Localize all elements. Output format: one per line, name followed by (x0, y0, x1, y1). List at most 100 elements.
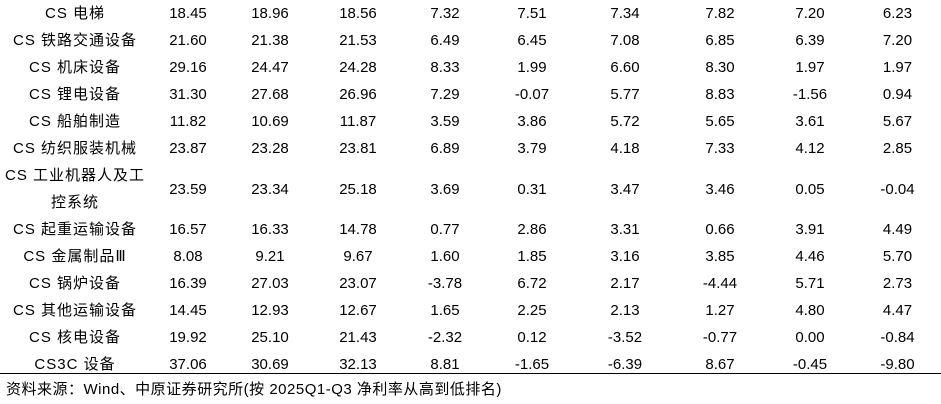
value-cell: 27.03 (251, 275, 289, 292)
value-cell: 3.86 (517, 113, 547, 130)
value-cell: 3.59 (430, 113, 460, 130)
value-cell: -0.07 (514, 86, 550, 103)
value-cell: 23.28 (251, 140, 289, 157)
value-cell: 25.10 (251, 329, 289, 346)
value-cell: 5.67 (882, 113, 913, 130)
value-cell: 32.13 (339, 356, 377, 373)
value-cell: 8.08 (173, 248, 203, 265)
value-cell: 0.00 (795, 329, 825, 346)
industry-name-cell: CS3C 设备 (34, 356, 116, 373)
value-cell: 2.13 (610, 302, 640, 319)
value-cell: 31.30 (169, 86, 207, 103)
value-cell: 29.16 (169, 59, 207, 76)
value-cell: 0.66 (705, 221, 735, 238)
value-cell: 3.16 (610, 248, 640, 265)
value-cell: -0.45 (792, 356, 828, 373)
value-cell: 6.39 (795, 32, 825, 49)
value-cell: 24.28 (339, 59, 377, 76)
value-cell: 7.34 (610, 5, 640, 22)
value-cell: 0.05 (795, 180, 825, 198)
value-cell: 18.45 (169, 5, 207, 22)
value-cell: 3.91 (795, 221, 825, 238)
value-cell: 0.12 (517, 329, 547, 346)
value-cell: 2.73 (882, 275, 913, 292)
value-cell: 4.18 (610, 140, 640, 157)
value-cell: 6.60 (610, 59, 640, 76)
value-cell: 3.47 (610, 180, 640, 198)
industry-name-cell: CS 纺织服装机械 (12, 140, 137, 157)
table-row: CS 其他运输设备 14.45 12.93 12.67 1.65 2.25 2.13 1.27… (0, 297, 941, 324)
value-cell: 23.87 (169, 140, 207, 157)
value-cell: 8.81 (430, 356, 460, 373)
value-cell: 0.77 (430, 221, 460, 238)
value-cell: 7.51 (517, 5, 547, 22)
value-cell: 37.06 (169, 356, 207, 373)
value-cell: 6.23 (882, 5, 913, 22)
value-cell: 23.59 (169, 180, 207, 198)
value-cell: 21.53 (339, 32, 377, 49)
industry-name-cell: CS 锅炉设备 (28, 275, 121, 292)
industry-name-cell: CS 机床设备 (28, 59, 121, 76)
value-cell: 1.85 (517, 248, 547, 265)
table-row: CS 工业机器人及工控系统 23.59 23.34 25.18 3.69 0.31 3.47… (0, 162, 941, 216)
table-row: CS 锅炉设备 16.39 27.03 23.07 -3.78 6.72 2.17 -4.44… (0, 270, 941, 297)
value-cell: 4.46 (795, 248, 825, 265)
value-cell: -4.44 (702, 275, 738, 292)
value-cell: 6.85 (705, 32, 735, 49)
value-cell: 5.70 (882, 248, 913, 265)
value-cell: 2.85 (882, 140, 913, 157)
value-cell: 8.30 (705, 59, 735, 76)
value-cell: 7.20 (795, 5, 825, 22)
value-cell: 1.97 (882, 59, 913, 76)
value-cell: 4.49 (882, 221, 913, 238)
value-cell: 18.96 (251, 5, 289, 22)
table-row: CS 起重运输设备 16.57 16.33 14.78 0.77 2.86 3.31 0.66… (0, 216, 941, 243)
value-cell: 11.87 (339, 113, 377, 130)
value-cell: 7.33 (705, 140, 735, 157)
value-cell: 16.39 (169, 275, 207, 292)
value-cell: 6.49 (430, 32, 460, 49)
value-cell: 5.65 (705, 113, 735, 130)
value-cell: 8.33 (430, 59, 460, 76)
value-cell: 8.83 (705, 86, 735, 103)
value-cell: 23.34 (251, 180, 289, 198)
industry-name-cell: CS 锂电设备 (28, 86, 121, 103)
value-cell: 5.72 (610, 113, 640, 130)
table-row: CS 机床设备 29.16 24.47 24.28 8.33 1.99 6.60 8.30 1.… (0, 54, 941, 81)
value-cell: 1.65 (430, 302, 460, 319)
value-cell: 16.33 (251, 221, 289, 238)
value-cell: 21.43 (339, 329, 377, 346)
industry-name-cell: CS 铁路交通设备 (12, 32, 137, 49)
table-body: CS 电梯 18.45 18.96 18.56 7.32 7.51 7.34 7.82 7.20… (0, 0, 941, 373)
value-cell: 23.81 (339, 140, 377, 157)
value-cell: 10.69 (251, 113, 289, 130)
value-cell: -0.77 (702, 329, 738, 346)
industry-margin-table: CS 电梯 18.45 18.96 18.56 7.32 7.51 7.34 7.82 7.20… (0, 0, 941, 373)
value-cell: 21.60 (169, 32, 207, 49)
table-row: CS 电梯 18.45 18.96 18.56 7.32 7.51 7.34 7.82 7.20… (0, 0, 941, 27)
value-cell: 11.82 (169, 113, 207, 130)
value-cell: 7.82 (705, 5, 735, 22)
value-cell: 6.72 (517, 275, 547, 292)
industry-name-cell: CS 船舶制造 (28, 113, 121, 130)
value-cell: 12.93 (251, 302, 289, 319)
value-cell: 1.27 (705, 302, 735, 319)
value-cell: -2.32 (427, 329, 463, 346)
data-table-container: CS 电梯 18.45 18.96 18.56 7.32 7.51 7.34 7.82 7.20… (0, 0, 941, 373)
value-cell: 5.71 (795, 275, 825, 292)
value-cell: 6.45 (517, 32, 547, 49)
value-cell: 4.12 (795, 140, 825, 157)
value-cell: -0.04 (880, 180, 915, 198)
value-cell: -3.78 (427, 275, 463, 292)
value-cell: 14.78 (339, 221, 377, 238)
value-cell: 3.61 (795, 113, 825, 130)
industry-name-cell: CS 核电设备 (28, 329, 121, 346)
value-cell: 7.20 (882, 32, 913, 49)
value-cell: 5.77 (610, 86, 640, 103)
value-cell: 1.97 (795, 59, 825, 76)
value-cell: 3.79 (517, 140, 547, 157)
value-cell: 27.68 (251, 86, 289, 103)
industry-name-cell: CS 起重运输设备 (12, 221, 137, 238)
value-cell: -1.65 (514, 356, 550, 373)
value-cell: -9.80 (880, 356, 915, 373)
